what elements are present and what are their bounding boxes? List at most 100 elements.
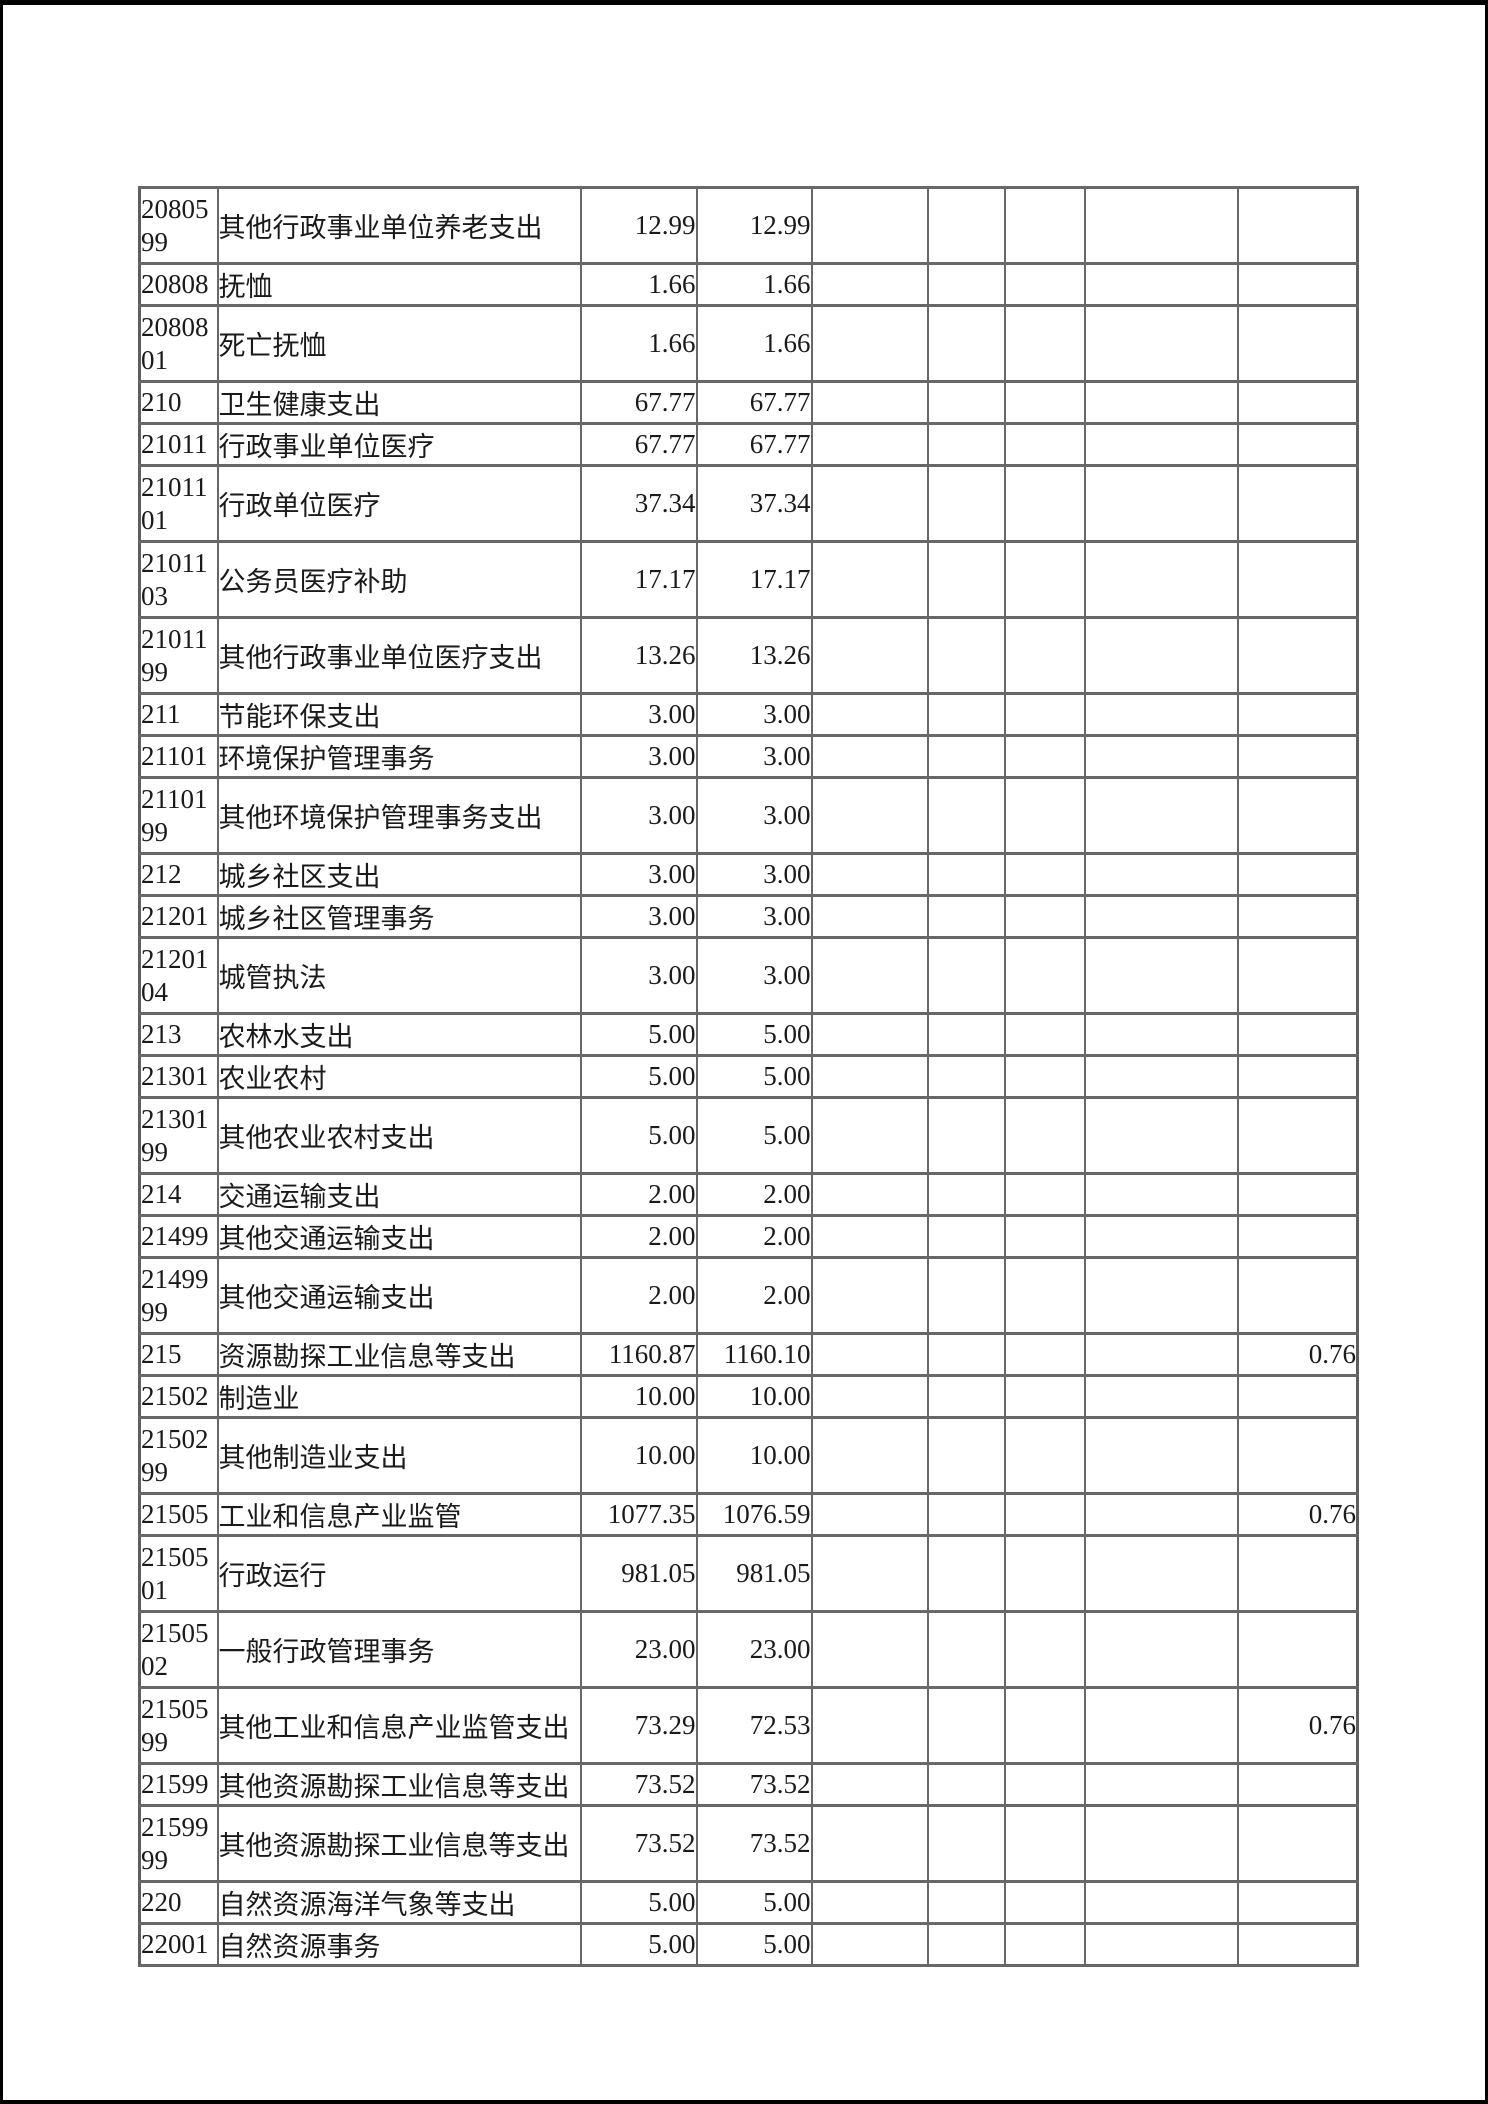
cell-code: 21011 01 xyxy=(138,464,219,543)
cell-value xyxy=(926,422,1006,467)
cell-value: 67.77 xyxy=(695,380,813,425)
cell-name: 其他行政事业单位医疗支出 xyxy=(216,616,582,695)
cell-value xyxy=(1003,1534,1086,1613)
cell-code: 21599 xyxy=(138,1762,219,1807)
cell-value: 12.99 xyxy=(579,186,698,265)
cell-value xyxy=(1083,1256,1239,1335)
cell-name: 死亡抚恤 xyxy=(216,304,582,383)
cell-value xyxy=(1236,776,1359,855)
cell-value xyxy=(810,616,929,695)
cell-name: 节能环保支出 xyxy=(216,692,582,737)
table-row: 21011 03 公务员医疗补助 17.17 17.17 xyxy=(138,540,1359,619)
cell-code: 20805 99 xyxy=(138,186,219,265)
cell-name: 行政单位医疗 xyxy=(216,464,582,543)
cell-value xyxy=(1083,540,1239,619)
cell-value xyxy=(810,1096,929,1175)
cell-value xyxy=(810,1880,929,1925)
cell-value xyxy=(810,1686,929,1765)
cell-name: 城管执法 xyxy=(216,936,582,1015)
cell-value: 2.00 xyxy=(695,1256,813,1335)
cell-value: 73.52 xyxy=(695,1804,813,1883)
table-row: 21505 工业和信息产业监管 1077.35 1076.59 0.76 xyxy=(138,1492,1359,1537)
cell-value xyxy=(1236,1762,1359,1807)
cell-value xyxy=(810,1610,929,1689)
cell-value: 3.00 xyxy=(695,734,813,779)
cell-name: 农林水支出 xyxy=(216,1012,582,1057)
cell-value xyxy=(926,380,1006,425)
cell-value: 981.05 xyxy=(695,1534,813,1613)
cell-value xyxy=(810,304,929,383)
cell-name: 工业和信息产业监管 xyxy=(216,1492,582,1537)
cell-value: 3.00 xyxy=(695,692,813,737)
cell-value: 37.34 xyxy=(695,464,813,543)
cell-value: 67.77 xyxy=(579,380,698,425)
table-row: 211 节能环保支出 3.00 3.00 xyxy=(138,692,1359,737)
cell-name: 城乡社区支出 xyxy=(216,852,582,897)
cell-value xyxy=(1236,1416,1359,1495)
table-row: 21502 99 其他制造业支出 10.00 10.00 xyxy=(138,1416,1359,1495)
cell-name: 环境保护管理事务 xyxy=(216,734,582,779)
cell-value xyxy=(1083,776,1239,855)
cell-code: 21505 01 xyxy=(138,1534,219,1613)
cell-value xyxy=(926,734,1006,779)
table-row: 20808 01 死亡抚恤 1.66 1.66 xyxy=(138,304,1359,383)
cell-value xyxy=(1236,262,1359,307)
cell-value: 1160.10 xyxy=(695,1332,813,1377)
cell-value xyxy=(926,540,1006,619)
cell-value: 2.00 xyxy=(579,1214,698,1259)
cell-value xyxy=(1236,186,1359,265)
cell-value: 10.00 xyxy=(579,1416,698,1495)
cell-code: 21505 xyxy=(138,1492,219,1537)
cell-value xyxy=(1083,616,1239,695)
cell-value xyxy=(810,1332,929,1377)
cell-name: 其他资源勘探工业信息等支出 xyxy=(216,1762,582,1807)
cell-value: 67.77 xyxy=(579,422,698,467)
cell-value xyxy=(1083,1686,1239,1765)
cell-value xyxy=(1003,852,1086,897)
cell-value: 10.00 xyxy=(695,1416,813,1495)
cell-value: 1077.35 xyxy=(579,1492,698,1537)
cell-value: 17.17 xyxy=(579,540,698,619)
cell-value xyxy=(1083,1416,1239,1495)
cell-name: 行政运行 xyxy=(216,1534,582,1613)
cell-name: 其他工业和信息产业监管支出 xyxy=(216,1686,582,1765)
cell-name: 制造业 xyxy=(216,1374,582,1419)
cell-value xyxy=(810,186,929,265)
cell-value: 17.17 xyxy=(695,540,813,619)
cell-value xyxy=(810,464,929,543)
cell-code: 20808 xyxy=(138,262,219,307)
cell-value: 5.00 xyxy=(695,1054,813,1099)
table-row: 21011 01 行政单位医疗 37.34 37.34 xyxy=(138,464,1359,543)
cell-value: 3.00 xyxy=(579,894,698,939)
cell-value xyxy=(1003,1214,1086,1259)
cell-name: 其他环境保护管理事务支出 xyxy=(216,776,582,855)
cell-value xyxy=(926,1922,1006,1967)
cell-value xyxy=(1083,1374,1239,1419)
cell-value: 1076.59 xyxy=(695,1492,813,1537)
cell-value: 73.52 xyxy=(695,1762,813,1807)
budget-table: 20805 99 其他行政事业单位养老支出 12.99 12.99 20808 … xyxy=(138,186,1359,1967)
cell-value xyxy=(926,1256,1006,1335)
table-row: 21101 环境保护管理事务 3.00 3.00 xyxy=(138,734,1359,779)
table-row: 215 资源勘探工业信息等支出 1160.87 1160.10 0.76 xyxy=(138,1332,1359,1377)
cell-name: 抚恤 xyxy=(216,262,582,307)
cell-value: 23.00 xyxy=(695,1610,813,1689)
cell-name: 其他行政事业单位养老支出 xyxy=(216,186,582,265)
cell-code: 20808 01 xyxy=(138,304,219,383)
cell-code: 214 xyxy=(138,1172,219,1217)
cell-value xyxy=(810,1762,929,1807)
cell-value xyxy=(1083,304,1239,383)
cell-value: 3.00 xyxy=(695,936,813,1015)
cell-value xyxy=(1003,1922,1086,1967)
cell-value: 10.00 xyxy=(695,1374,813,1419)
cell-value xyxy=(810,852,929,897)
cell-value: 0.76 xyxy=(1236,1686,1359,1765)
cell-value xyxy=(1083,1534,1239,1613)
cell-value: 67.77 xyxy=(695,422,813,467)
cell-value xyxy=(926,776,1006,855)
table-row: 21011 行政事业单位医疗 67.77 67.77 xyxy=(138,422,1359,467)
table-row: 212 城乡社区支出 3.00 3.00 xyxy=(138,852,1359,897)
cell-value xyxy=(810,894,929,939)
cell-value: 2.00 xyxy=(695,1214,813,1259)
cell-value xyxy=(1083,852,1239,897)
